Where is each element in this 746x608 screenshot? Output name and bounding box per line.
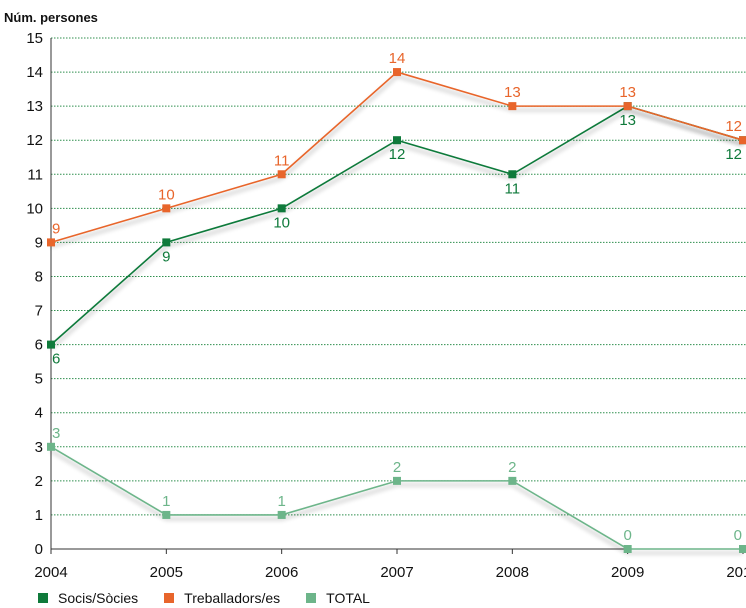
data-label: 0 bbox=[734, 527, 742, 544]
legend-label: Socis/Sòcies bbox=[58, 590, 139, 606]
data-label: 13 bbox=[619, 84, 636, 101]
y-tick-label: 0 bbox=[35, 541, 43, 558]
data-point bbox=[277, 204, 286, 213]
x-tick-label: 2004 bbox=[34, 564, 67, 581]
y-axis-title: Núm. persones bbox=[4, 10, 98, 25]
x-tick-label: 2009 bbox=[611, 564, 644, 581]
x-tick-label: 2005 bbox=[150, 564, 183, 581]
legend-item: TOTAL bbox=[306, 590, 370, 606]
x-tick-label: 2007 bbox=[380, 564, 413, 581]
data-label: 1 bbox=[277, 493, 285, 510]
data-label: 11 bbox=[505, 180, 521, 197]
data-point bbox=[277, 510, 286, 519]
data-label: 13 bbox=[619, 112, 636, 129]
y-tick-label: 10 bbox=[26, 200, 43, 217]
data-label: 14 bbox=[389, 50, 406, 67]
data-label: 10 bbox=[158, 186, 175, 203]
data-label: 6 bbox=[52, 351, 60, 368]
y-tick-label: 6 bbox=[35, 337, 43, 354]
y-tick-label: 15 bbox=[26, 30, 43, 47]
y-tick-label: 8 bbox=[35, 268, 43, 285]
series-1: 9 10 11 14 13 13 12 bbox=[47, 50, 746, 247]
legend-item: Socis/Sòcies bbox=[38, 590, 138, 606]
legend-swatch bbox=[164, 593, 175, 603]
data-point bbox=[47, 442, 55, 451]
legend-label: Treballadors/es bbox=[184, 590, 281, 606]
legend: Socis/Sòcies Treballadors/es TOTAL bbox=[38, 590, 396, 606]
data-label: 3 bbox=[52, 425, 60, 442]
y-tick-label: 9 bbox=[35, 234, 43, 251]
data-label: 1 bbox=[162, 493, 170, 510]
data-point bbox=[393, 68, 401, 77]
y-tick-label: 1 bbox=[35, 507, 43, 524]
data-point bbox=[162, 204, 171, 213]
data-point bbox=[508, 170, 517, 179]
x-tick-label: 2010 bbox=[726, 564, 746, 581]
data-point bbox=[508, 102, 517, 111]
y-tick-label: 13 bbox=[26, 98, 43, 115]
y-tick-label: 14 bbox=[26, 64, 43, 81]
data-point bbox=[623, 102, 632, 111]
data-point bbox=[739, 136, 746, 145]
y-tick-label: 5 bbox=[35, 371, 43, 388]
legend-label: TOTAL bbox=[326, 590, 370, 606]
data-label: 2 bbox=[508, 459, 516, 476]
data-point bbox=[393, 476, 401, 485]
legend-swatch bbox=[306, 593, 317, 603]
y-tick-label: 4 bbox=[35, 405, 43, 422]
data-label: 10 bbox=[273, 214, 290, 231]
data-label: 12 bbox=[725, 146, 742, 163]
legend-swatch bbox=[38, 593, 48, 603]
series-0: 6 9 10 12 11 13 12 bbox=[47, 102, 746, 368]
data-point bbox=[162, 238, 171, 247]
data-point bbox=[739, 545, 746, 553]
y-tick-label: 11 bbox=[27, 166, 43, 183]
data-label: 12 bbox=[725, 118, 742, 135]
y-tick-label: 7 bbox=[35, 303, 43, 320]
data-point bbox=[162, 510, 171, 519]
data-point bbox=[47, 238, 55, 247]
y-tick-label: 2 bbox=[35, 473, 43, 490]
data-point bbox=[623, 545, 632, 553]
data-label: 12 bbox=[389, 146, 406, 163]
series-2: 3 1 1 2 2 0 0 bbox=[47, 425, 746, 553]
x-tick-label: 2008 bbox=[496, 564, 529, 581]
data-label: 13 bbox=[504, 84, 521, 101]
data-label: 9 bbox=[52, 220, 60, 237]
data-label: 11 bbox=[274, 152, 290, 169]
x-tick-label: 2006 bbox=[265, 564, 298, 581]
data-label: 0 bbox=[623, 527, 631, 544]
y-tick-label: 3 bbox=[35, 439, 43, 456]
data-point bbox=[508, 476, 517, 485]
legend-item: Treballadors/es bbox=[164, 590, 280, 606]
data-point bbox=[47, 340, 55, 349]
x-tick-labels: 2004 2005 2006 2007 2008 2009 2010 bbox=[34, 549, 746, 581]
y-tick-label: 12 bbox=[26, 132, 43, 149]
data-point bbox=[277, 170, 286, 179]
data-point bbox=[393, 136, 401, 145]
data-label: 2 bbox=[393, 459, 401, 476]
data-label: 9 bbox=[162, 248, 170, 265]
